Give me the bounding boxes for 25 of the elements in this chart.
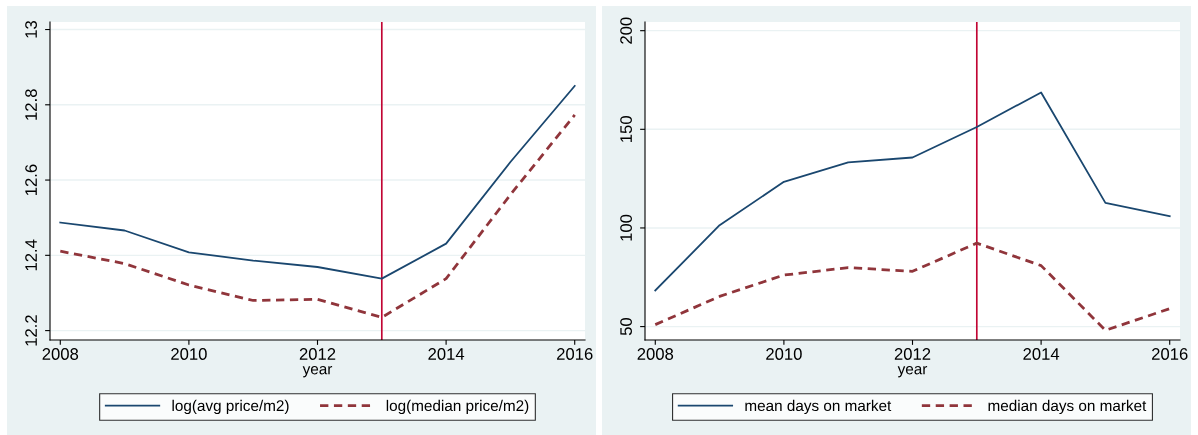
x-axis-title: year [302, 366, 333, 378]
y-tick-label: 150 [620, 116, 632, 142]
y-tick-label: 100 [620, 214, 632, 241]
x-tick-label: 2008 [637, 348, 674, 360]
x-tick-label: 2016 [1152, 348, 1188, 360]
legend-label: log(median price/m2) [386, 399, 529, 415]
x-axis-title: year [897, 366, 928, 378]
y-tick-label: 200 [620, 17, 632, 44]
x-tick-label: 2008 [42, 348, 79, 360]
y-tick-label: 12.8 [25, 89, 37, 120]
y-tick-label: 12.6 [25, 164, 37, 196]
x-tick-label: 2014 [428, 348, 465, 360]
x-tick-label: 2010 [766, 348, 802, 360]
x-tick-label: 2010 [171, 348, 207, 360]
y-tick-label: 12.4 [25, 239, 37, 271]
legend-label: mean days on market [745, 399, 892, 415]
y-tick-label: 50 [620, 317, 632, 336]
y-tick-label: 13 [25, 20, 37, 38]
x-tick-label: 2014 [1023, 348, 1060, 360]
x-tick-label: 2016 [557, 348, 593, 360]
legend-label: median days on market [988, 399, 1147, 415]
x-tick-label: 2012 [299, 348, 336, 360]
x-tick-label: 2012 [894, 348, 931, 360]
y-tick-label: 12.2 [25, 315, 37, 346]
legend-label: log(avg price/m2) [172, 399, 289, 415]
